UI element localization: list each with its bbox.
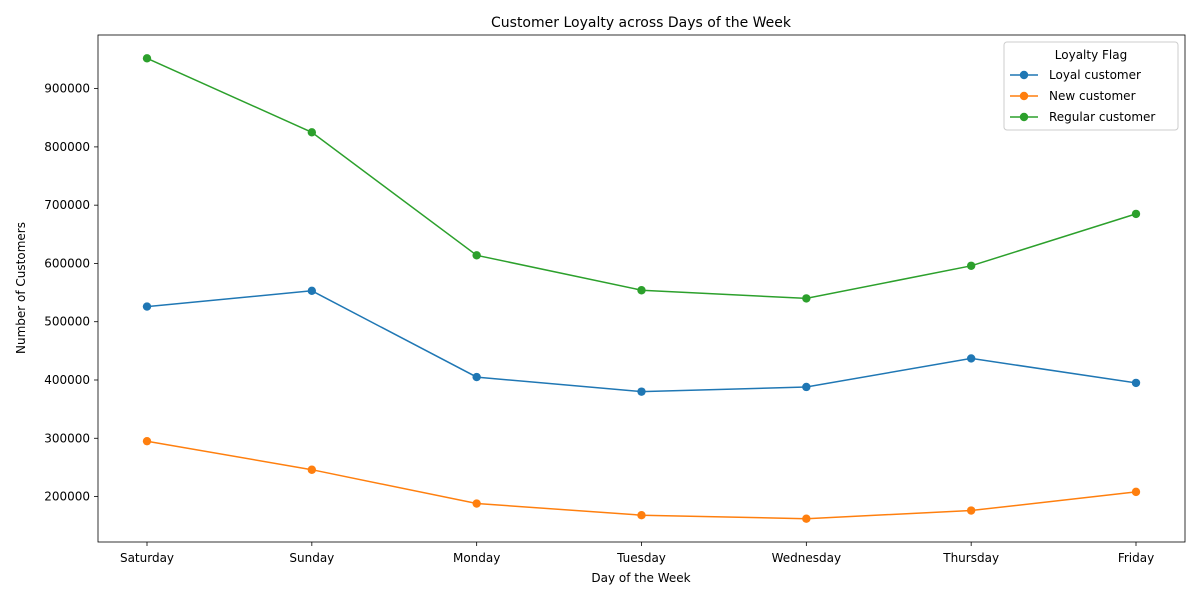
x-tick-label-3: Tuesday — [616, 551, 666, 565]
legend: Loyalty Flag Loyal customer New customer Re… — [1003, 41, 1179, 131]
x-tick-label-0: Saturday — [120, 551, 174, 565]
data-point-1-3 — [637, 510, 646, 520]
legend-title: Loyalty Flag — [1055, 48, 1127, 62]
legend-marker-0 — [1019, 70, 1029, 80]
y-tick-label-4: 600000 — [44, 256, 90, 270]
legend-label-0: Loyal customer — [1049, 68, 1141, 82]
data-point-0-2 — [472, 372, 481, 382]
data-point-2-3 — [637, 286, 646, 295]
plot-area — [142, 54, 1141, 523]
legend-label-1: New customer — [1049, 89, 1136, 103]
y-tick-label-7: 900000 — [44, 82, 90, 96]
chart-title: Customer Loyalty across Days of the Week — [491, 15, 792, 31]
x-tick-label-1: Sunday — [289, 551, 334, 565]
legend-box — [1003, 41, 1179, 131]
x-tick-label-6: Friday — [1118, 551, 1154, 565]
y-tick-label-2: 400000 — [44, 373, 90, 387]
data-point-0-1 — [307, 286, 317, 296]
x-tick-label-4: Wednesday — [772, 551, 841, 565]
y-tick-label-0: 200000 — [44, 490, 90, 504]
x-axis-title: Day of the Week — [591, 571, 690, 585]
x-tick-label-2: Monday — [453, 551, 500, 565]
y-tick-label-5: 700000 — [44, 198, 90, 212]
x-tick-label-5: Thursday — [942, 551, 999, 565]
axes: Saturday Sunday Monday Tuesday Wednesday Thur… — [44, 34, 1186, 565]
data-point-0-0 — [142, 302, 152, 311]
data-point-1-0 — [142, 436, 152, 446]
data-point-0-4 — [802, 382, 811, 392]
data-point-1-5 — [966, 506, 976, 515]
data-point-2-6 — [1131, 209, 1141, 219]
data-point-1-4 — [802, 514, 811, 523]
data-point-2-1 — [307, 128, 317, 137]
legend-marker-2 — [1019, 112, 1029, 122]
data-point-1-2 — [472, 499, 481, 508]
data-point-2-4 — [802, 294, 811, 303]
data-point-0-5 — [966, 354, 976, 363]
data-point-0-6 — [1131, 378, 1141, 388]
data-point-2-5 — [966, 261, 976, 270]
data-point-1-6 — [1131, 487, 1141, 497]
y-tick-label-3: 500000 — [44, 315, 90, 329]
legend-marker-1 — [1019, 91, 1029, 101]
y-tick-label-1: 300000 — [44, 431, 90, 445]
y-tick-label-6: 800000 — [44, 140, 90, 154]
data-point-1-1 — [307, 465, 317, 474]
data-point-2-0 — [142, 54, 152, 63]
data-point-0-3 — [637, 387, 646, 396]
legend-label-2: Regular customer — [1049, 110, 1155, 124]
y-axis-title: Number of Customers — [14, 222, 28, 354]
data-point-2-2 — [472, 251, 481, 260]
